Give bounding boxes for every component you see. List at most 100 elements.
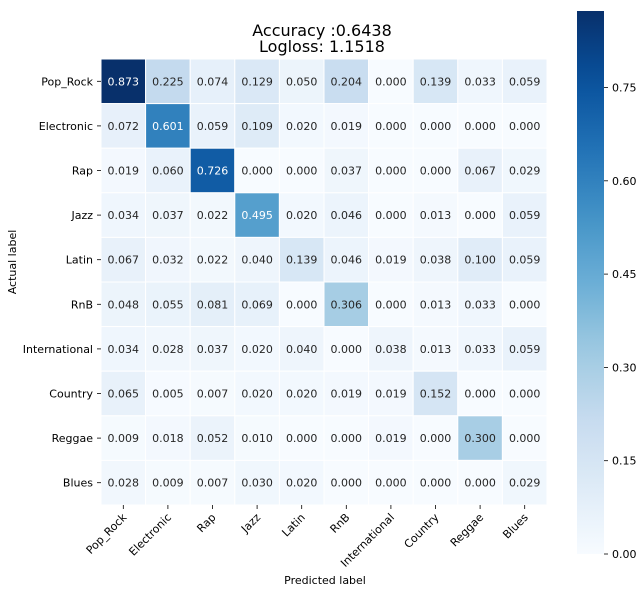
heatmap-cell	[278, 370, 325, 417]
heatmap-cell	[189, 281, 236, 328]
heatmap-cell	[100, 103, 147, 149]
heatmap-cell	[368, 326, 414, 372]
heatmap-cell	[145, 103, 191, 149]
x-tick-label: Blues	[500, 511, 531, 542]
heatmap-cell	[278, 58, 325, 105]
heatmap-cell	[234, 192, 280, 238]
y-tick-label: Country	[49, 388, 93, 401]
cell-value-label: 0.059	[509, 254, 541, 267]
y-tick-label: Latin	[66, 254, 93, 267]
heatmap-cell	[457, 326, 503, 372]
heatmap-cell	[100, 236, 147, 283]
cell-value-label: 0.000	[331, 477, 363, 490]
cell-value-label: 0.040	[286, 343, 318, 356]
heatmap-cell	[457, 415, 503, 461]
colorbar-tick-label: 0.75	[612, 82, 637, 95]
cell-value-label: 0.139	[420, 75, 452, 88]
heatmap-cell	[412, 192, 459, 238]
cell-value-label: 0.000	[464, 209, 496, 222]
cell-value-label: 0.000	[420, 165, 452, 178]
cell-value-label: 0.074	[197, 75, 229, 88]
y-tick-label: International	[23, 343, 93, 356]
heatmap-cell	[412, 236, 459, 283]
cell-value-label: 0.225	[152, 75, 184, 88]
cell-value-label: 0.033	[464, 343, 496, 356]
cell-value-label: 0.029	[509, 477, 541, 490]
heatmap-cell	[234, 459, 280, 506]
cell-value-label: 0.000	[464, 120, 496, 133]
cell-value-label: 0.033	[464, 75, 496, 88]
cell-value-label: 0.000	[331, 432, 363, 445]
cell-value-label: 0.028	[108, 477, 140, 490]
colorbar-tick-label: 0.30	[612, 361, 637, 374]
cell-value-label: 0.009	[152, 477, 184, 490]
x-tick-label: Jazz	[238, 511, 263, 536]
cell-value-label: 0.059	[197, 120, 229, 133]
heatmap-cell	[234, 147, 280, 194]
chart-title-line-2: Logloss: 1.1518	[259, 37, 385, 56]
heatmap-cell	[145, 326, 191, 372]
x-tick-label: Country	[402, 511, 442, 551]
cell-value-label: 0.873	[108, 75, 140, 88]
cell-value-label: 0.495	[241, 209, 273, 222]
cell-value-label: 0.000	[420, 477, 452, 490]
heatmap-cell	[368, 370, 414, 417]
cell-value-label: 0.065	[108, 388, 140, 401]
heatmap-cell	[278, 147, 325, 194]
heatmap-cell	[145, 281, 191, 328]
cell-value-label: 0.038	[420, 254, 452, 267]
heatmap-cell	[278, 415, 325, 461]
heatmap-cell	[100, 281, 147, 328]
cell-value-label: 0.007	[197, 388, 229, 401]
heatmap-cell	[189, 192, 236, 238]
cell-value-label: 0.037	[331, 165, 363, 178]
cell-value-label: 0.034	[108, 209, 140, 222]
cell-value-label: 0.000	[420, 120, 452, 133]
heatmap-cell	[368, 459, 414, 506]
heatmap-cell	[234, 326, 280, 372]
colorbar-ticks: 0.00 0.15 0.30 0.45 0.60 0.75	[604, 82, 637, 561]
y-tick-label: Rap	[72, 165, 93, 178]
cell-value-label: 0.000	[509, 298, 541, 311]
cell-value-label: 0.020	[241, 388, 273, 401]
heatmap-cell	[234, 236, 280, 283]
heatmap-cell	[100, 192, 147, 238]
cell-value-label: 0.000	[286, 165, 318, 178]
cell-value-label: 0.601	[152, 120, 184, 133]
cell-value-label: 0.040	[241, 254, 273, 267]
heatmap-cell	[323, 281, 370, 328]
heatmap-cell	[145, 370, 191, 417]
cell-value-label: 0.000	[464, 388, 496, 401]
cell-value-label: 0.000	[286, 432, 318, 445]
y-tick-label: Reggae	[52, 432, 94, 445]
cell-value-label: 0.013	[420, 343, 452, 356]
heatmap-cell	[501, 103, 548, 149]
x-tick-label: RnB	[328, 511, 353, 536]
cell-value-label: 0.000	[286, 298, 318, 311]
heatmap-cell	[278, 103, 325, 149]
cell-value-label: 0.100	[464, 254, 496, 267]
cell-value-label: 0.013	[420, 298, 452, 311]
cell-value-label: 0.019	[375, 388, 407, 401]
cell-value-label: 0.059	[509, 75, 541, 88]
heatmap-cell	[278, 281, 325, 328]
cell-value-label: 0.007	[197, 477, 229, 490]
heatmap-cell	[234, 103, 280, 149]
heatmap-cell	[234, 281, 280, 328]
cell-value-label: 0.000	[420, 432, 452, 445]
heatmap-cell	[457, 147, 503, 194]
cell-value-label: 0.019	[331, 388, 363, 401]
cell-value-label: 0.000	[375, 165, 407, 178]
colorbar-tick-label: 0.45	[612, 268, 637, 281]
cell-value-label: 0.052	[197, 432, 229, 445]
cell-value-label: 0.050	[286, 75, 318, 88]
cell-value-label: 0.139	[286, 254, 318, 267]
heatmap-cell-labels: 0.873 0.225 0.074 0.129 0.050 0.204 0.000 0.139…	[108, 75, 541, 489]
cell-value-label: 0.060	[152, 165, 184, 178]
cell-value-label: 0.009	[108, 432, 140, 445]
x-axis-label: Predicted label	[284, 574, 366, 587]
cell-value-label: 0.013	[420, 209, 452, 222]
cell-value-label: 0.030	[241, 477, 273, 490]
heatmap-cell	[189, 370, 236, 417]
